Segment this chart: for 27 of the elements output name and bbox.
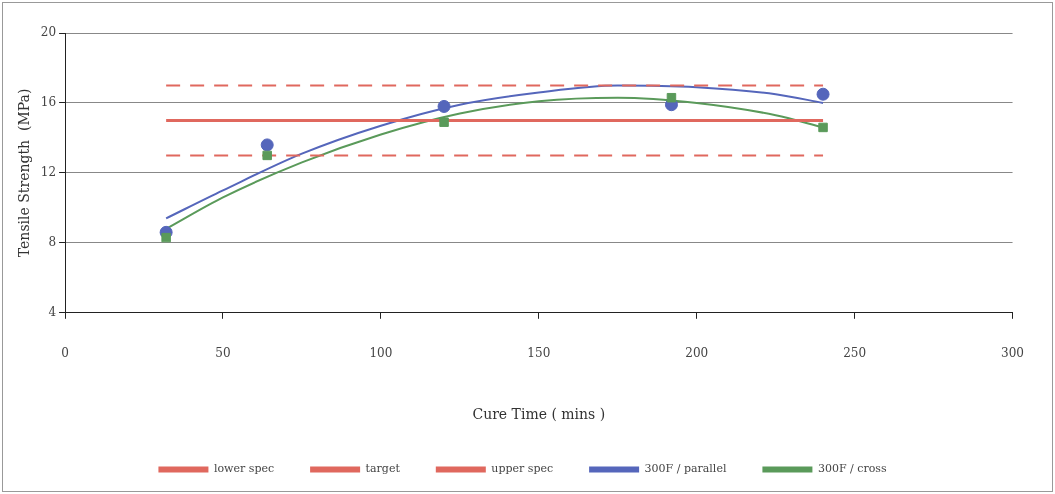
x-tick-label: 100 xyxy=(369,346,393,361)
x-tick-label: 0 xyxy=(61,346,69,361)
legend-label: upper spec xyxy=(491,462,554,476)
point xyxy=(260,138,274,152)
point xyxy=(439,117,449,127)
legend-label: 300F / parallel xyxy=(644,462,727,476)
legend-label: target xyxy=(365,462,401,476)
x-tick-label: 250 xyxy=(843,346,867,361)
point xyxy=(666,92,677,103)
x-tick-label: 50 xyxy=(215,346,231,361)
point xyxy=(816,87,830,101)
y-axis-title: Tensile Strength (MPa) xyxy=(16,88,33,258)
y-tick-label: 16 xyxy=(40,95,57,110)
legend-label: 300F / cross xyxy=(817,462,887,476)
legend-label: lower spec xyxy=(213,462,275,476)
point xyxy=(262,150,272,161)
point xyxy=(161,232,171,243)
y-tick-label: 12 xyxy=(40,165,57,180)
y-tick-label: 4 xyxy=(48,304,57,319)
x-tick-label: 300 xyxy=(1001,346,1024,361)
y-tick-label: 8 xyxy=(48,234,57,249)
y-tick-label: 20 xyxy=(40,25,57,40)
x-tick-label: 150 xyxy=(527,346,551,361)
x-axis-title: Cure Time ( mins ) xyxy=(472,406,606,423)
point xyxy=(437,99,451,113)
point xyxy=(818,122,828,133)
x-tick-label: 200 xyxy=(685,346,709,361)
